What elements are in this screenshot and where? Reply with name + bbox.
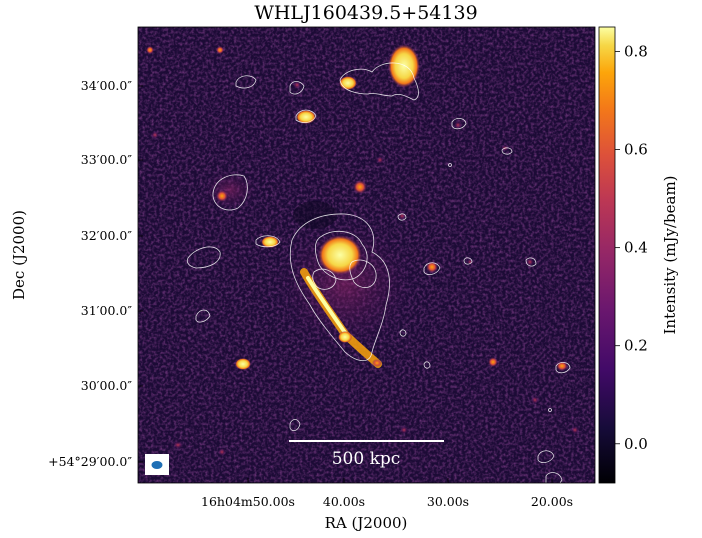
x-axis-label: RA (J2000) [325, 514, 408, 532]
colorbar-tick-label: 0.4 [624, 239, 648, 257]
ra-tick-label: 40.00s [323, 494, 365, 509]
colorbar-tick-label: 0.0 [624, 435, 648, 453]
radio-image: 500 kpc [138, 27, 595, 483]
elongated-source-core [306, 276, 348, 336]
colorbar-ticks: 0.8 0.6 0.4 0.2 0.0 [615, 43, 648, 453]
ra-tick-label: 30.00s [427, 494, 469, 509]
beam-ellipse [151, 461, 163, 469]
scale-bar-label: 500 kpc [332, 449, 401, 469]
source [173, 441, 183, 449]
colorbar-label: Intensity (mJy/beam) [661, 175, 679, 334]
source [151, 131, 159, 139]
source [216, 46, 224, 54]
source [426, 261, 438, 273]
source [531, 396, 539, 404]
dec-tick-label: 30′00.0″ [81, 378, 133, 393]
source [372, 359, 382, 367]
source [338, 331, 352, 343]
source [293, 81, 301, 89]
dec-tick-label: +54°29′00.0″ [48, 454, 132, 469]
figure-title: WHLJ160439.5+54139 [254, 2, 477, 24]
source [488, 357, 498, 367]
colorbar-tick-label: 0.6 [624, 141, 648, 159]
y-axis-label: Dec (J2000) [10, 210, 28, 300]
image-frame [137, 26, 596, 484]
contours [186, 62, 571, 483]
source [376, 156, 384, 164]
dec-tick-label: 34′00.0″ [81, 78, 133, 93]
dec-tick-label: 33′00.0″ [81, 152, 133, 167]
ra-tick-label: 20.00s [531, 494, 573, 509]
source [454, 121, 462, 129]
ra-tick-label: 16h04m50.00s [201, 494, 295, 509]
source-bright-north [388, 44, 420, 88]
dec-tick-label: 32′00.0″ [81, 228, 133, 243]
source-bright-central [318, 235, 362, 275]
source [400, 426, 408, 434]
source [216, 190, 228, 202]
dec-tick-label: 31′00.0″ [81, 303, 133, 318]
colorbar-tick-label: 0.8 [624, 43, 648, 61]
source [353, 180, 367, 194]
source [146, 46, 154, 54]
source [296, 110, 316, 124]
source [571, 426, 579, 434]
source [339, 76, 357, 90]
source [218, 448, 226, 456]
source [526, 258, 534, 266]
colorbar [598, 26, 616, 484]
colorbar-tick-label: 0.2 [624, 337, 648, 355]
source [261, 236, 279, 248]
source [235, 358, 251, 370]
